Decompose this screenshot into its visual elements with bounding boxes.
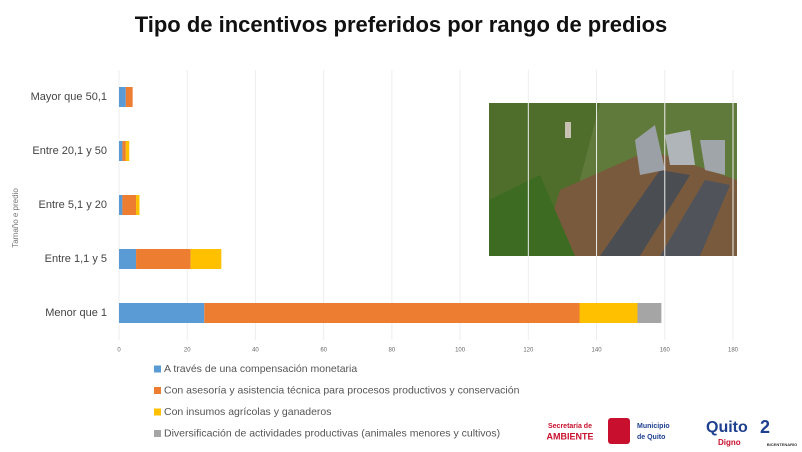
bar-segment (119, 195, 123, 215)
y-tick-label: Entre 20,1 y 50 (32, 145, 107, 157)
legend-label: A través de una compensación monetaria (164, 363, 357, 375)
bar-segment (579, 303, 638, 323)
bar-segment (122, 195, 137, 215)
bar-segment (136, 249, 191, 269)
legend-label: Con asesoría y asistencia técnica para p… (164, 384, 520, 396)
x-tick-label: 80 (389, 348, 396, 354)
logo-text: Quito (706, 419, 748, 436)
logo-text: Municipio (637, 423, 670, 430)
y-axis-label: Tamaño e predio (11, 188, 20, 248)
logo-text: BICENTENARIO (767, 442, 797, 447)
y-tick-label: Menor que 1 (45, 307, 107, 319)
bar-segment (119, 141, 123, 161)
x-tick-label: 0 (117, 348, 121, 354)
x-tick-label: 60 (320, 348, 327, 354)
legend-swatch (154, 387, 161, 394)
x-tick-label: 140 (592, 348, 603, 354)
chart-title: Tipo de incentivos preferidos por rango … (135, 12, 668, 37)
y-tick-label: Entre 5,1 y 20 (39, 199, 108, 211)
bar-segment (122, 141, 126, 161)
bar-segment (204, 303, 580, 323)
logo-text: Digno (718, 438, 741, 447)
legend-swatch (154, 408, 161, 416)
x-tick-label: 20 (184, 348, 191, 354)
x-tick-label: 120 (523, 348, 534, 354)
x-tick-label: 160 (660, 348, 671, 354)
bar-segment (119, 249, 137, 269)
x-tick-label: 100 (455, 348, 466, 354)
logo-text: de Quito (637, 434, 665, 441)
bar-segment (136, 195, 140, 215)
bar-segment (119, 303, 205, 323)
bar-segment (125, 87, 133, 107)
legend-label: Con insumos agrícolas y ganaderos (164, 406, 332, 418)
x-tick-label: 180 (728, 348, 739, 354)
logos: Secretaría de AMBIENTE Municipio de Quit… (547, 417, 798, 447)
logo-text: AMBIENTE (547, 431, 594, 441)
logo-mark: 2 (760, 417, 770, 437)
legend-swatch (154, 430, 161, 437)
legend-swatch (154, 365, 161, 373)
legend-label: Diversificación de actividades productiv… (164, 427, 500, 439)
y-tick-label: Mayor que 50,1 (31, 91, 107, 103)
photo (489, 103, 737, 256)
bar-segment (190, 249, 222, 269)
logo-text: Secretaría de (548, 423, 592, 430)
logo-shield (608, 418, 630, 444)
bar-segment (637, 303, 662, 323)
bar-segment (119, 87, 126, 107)
x-tick-label: 40 (252, 348, 259, 354)
bar-segment (125, 141, 130, 161)
y-tick-label: Entre 1,1 y 5 (45, 253, 107, 265)
